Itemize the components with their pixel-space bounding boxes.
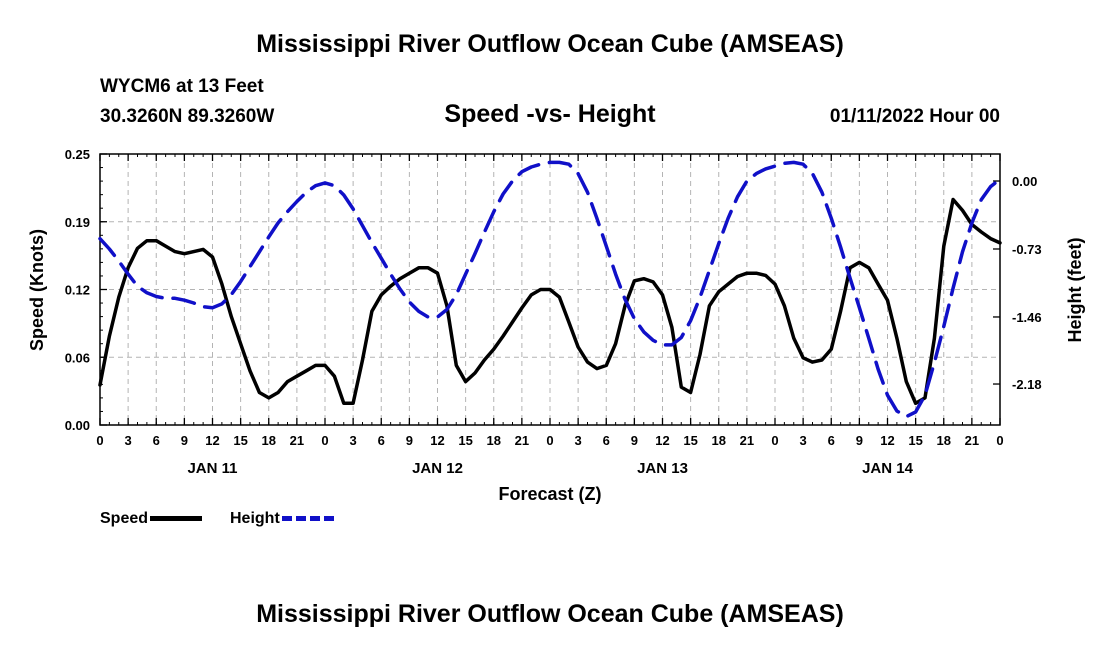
- y-right-tick-label: -0.73: [1012, 242, 1042, 257]
- x-tick-label: 9: [406, 433, 413, 448]
- day-label: JAN 14: [862, 460, 914, 477]
- legend-height-label: Height: [230, 510, 280, 527]
- y-left-tick-label: 0.25: [65, 147, 90, 162]
- y-axis-label-left: Speed (Knots): [27, 229, 47, 351]
- legend-speed-swatch: [150, 516, 203, 522]
- x-tick-label: 15: [458, 433, 472, 448]
- x-tick-label: 21: [515, 433, 529, 448]
- x-tick-label: 9: [181, 433, 188, 448]
- y-axis-label-right: Height (feet): [1065, 238, 1085, 343]
- x-tick-label: 9: [856, 433, 863, 448]
- x-tick-label: 18: [487, 433, 501, 448]
- x-tick-label: 0: [96, 433, 103, 448]
- axis-ticks: 0 3 6 9 12 15 18 21 0 3 6 9 12 15 18 21 0 3 6 9 12 15 18 21 0 3 6 9…: [65, 147, 1042, 477]
- x-tick-label: 3: [800, 433, 807, 448]
- date-label: 01/11/2022 Hour 00: [829, 106, 1000, 127]
- x-tick-label: 18: [937, 433, 951, 448]
- y-left-tick-label: 0.19: [65, 215, 90, 230]
- legend-height-swatch: [281, 516, 334, 522]
- y-right-tick-label: 0.00: [1012, 174, 1037, 189]
- day-label: JAN 12: [412, 460, 463, 477]
- x-tick-label: 3: [350, 433, 357, 448]
- y-left-tick-label: 0.06: [65, 350, 90, 365]
- x-tick-label: 0: [771, 433, 778, 448]
- x-tick-label: 0: [546, 433, 553, 448]
- coordinates-label: 30.3260N 89.3260W: [100, 106, 275, 127]
- x-tick-label: 21: [290, 433, 304, 448]
- x-tick-label: 6: [153, 433, 160, 448]
- footer-title: Mississippi River Outflow Ocean Cube (AM…: [256, 600, 844, 628]
- y-right-tick-label: -2.18: [1012, 377, 1042, 392]
- station-label: WYCM6 at 13 Feet: [100, 76, 264, 97]
- x-tick-label: 12: [880, 433, 894, 448]
- x-tick-label: 3: [125, 433, 132, 448]
- day-label: JAN 11: [187, 460, 237, 477]
- legend-height: Height: [230, 510, 334, 528]
- y-left-tick-label: 0.00: [65, 418, 90, 433]
- x-tick-label: 9: [631, 433, 638, 448]
- x-tick-label: 15: [908, 433, 922, 448]
- day-label: JAN 13: [637, 460, 688, 477]
- x-tick-label: 0: [321, 433, 328, 448]
- x-tick-label: 15: [683, 433, 697, 448]
- chart-title: Mississippi River Outflow Ocean Cube (AM…: [256, 30, 844, 58]
- legend-speed: Speed: [100, 510, 203, 528]
- x-tick-label: 12: [655, 433, 669, 448]
- x-tick-label: 21: [740, 433, 754, 448]
- x-tick-label: 3: [575, 433, 582, 448]
- series-line-height: [98, 160, 1002, 419]
- x-tick-label: 0: [996, 433, 1003, 448]
- x-tick-label: 12: [205, 433, 219, 448]
- x-tick-label: 18: [712, 433, 726, 448]
- chart-subtitle: Speed -vs- Height: [444, 100, 656, 128]
- y-right-tick-label: -1.46: [1012, 310, 1042, 325]
- legend-speed-label: Speed: [100, 510, 149, 527]
- x-tick-label: 6: [378, 433, 385, 448]
- x-tick-label: 12: [430, 433, 444, 448]
- x-tick-label: 6: [828, 433, 835, 448]
- x-axis-label: Forecast (Z): [498, 484, 601, 504]
- x-tick-label: 6: [603, 433, 610, 448]
- x-tick-label: 18: [262, 433, 276, 448]
- x-tick-label: 15: [233, 433, 247, 448]
- grid-lines: [100, 154, 1000, 425]
- series-line-speed: [98, 197, 1002, 406]
- series-lines: [98, 160, 1002, 419]
- x-tick-label: 21: [965, 433, 979, 448]
- y-left-tick-label: 0.12: [65, 283, 90, 298]
